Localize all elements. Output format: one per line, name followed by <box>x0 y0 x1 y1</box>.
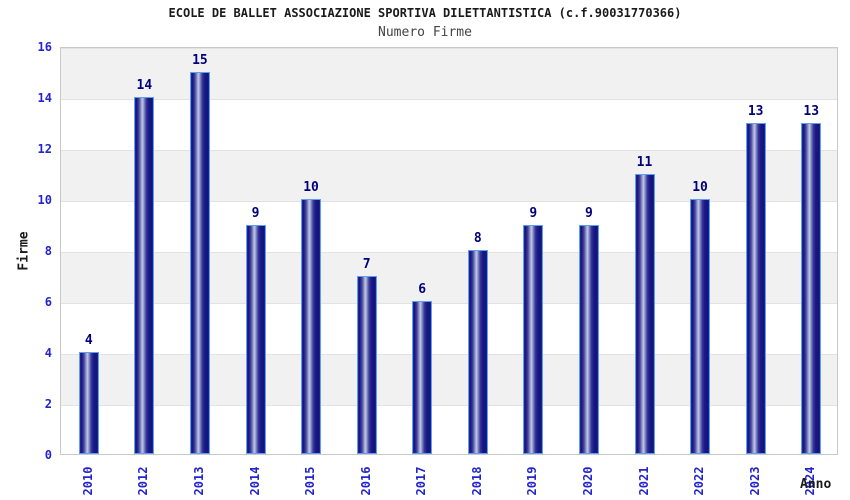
bar-2018 <box>467 250 488 454</box>
bar-value-label: 4 <box>84 333 93 348</box>
chart-subtitle: Numero Firme <box>378 25 472 40</box>
y-tick-label: 2 <box>44 397 52 411</box>
bar-2015 <box>301 199 322 454</box>
x-tick-label: 2012 <box>136 466 151 496</box>
bar-value-label: 9 <box>529 205 538 221</box>
bar-value-label: 15 <box>192 52 208 68</box>
bar-value-label: 10 <box>303 180 319 195</box>
x-tick-label: 2016 <box>358 466 373 496</box>
y-tick-label: 16 <box>37 40 52 54</box>
chart-title: ECOLE DE BALLET ASSOCIAZIONE SPORTIVA DI… <box>168 6 682 20</box>
bar-value-label: 6 <box>418 282 427 297</box>
x-tick-label: 2023 <box>747 466 762 496</box>
x-tick-label: 2020 <box>580 466 595 496</box>
bar-2022 <box>690 199 711 454</box>
bar-2023 <box>745 122 766 454</box>
bar-2013 <box>189 71 210 454</box>
y-tick-label: 8 <box>44 244 52 258</box>
bar-2010 <box>78 352 99 454</box>
x-tick-label: 2013 <box>191 466 206 496</box>
plot-area: 4 14 15 9 10 7 6 8 9 9 11 10 13 13 <box>60 47 838 455</box>
bar-2012 <box>134 97 155 454</box>
bar-value-label: 9 <box>251 205 260 221</box>
bar-2017 <box>412 301 433 454</box>
x-tick-label: 2017 <box>414 466 429 496</box>
x-tick-label: 2018 <box>469 466 484 496</box>
bar-value-label: 13 <box>747 103 764 119</box>
bar-2014 <box>245 224 266 454</box>
x-tick-label: 2010 <box>80 466 95 496</box>
x-tick-label: 2022 <box>692 466 707 496</box>
y-tick-label: 10 <box>37 193 52 207</box>
bar-2020 <box>578 224 599 454</box>
y-tick-label: 6 <box>44 295 52 309</box>
x-tick-label: 2019 <box>525 466 540 496</box>
bar-value-label: 14 <box>136 78 153 93</box>
bar-value-label: 8 <box>473 231 482 246</box>
x-tick-label: 2015 <box>303 466 318 496</box>
y-tick-label: 0 <box>44 448 52 462</box>
y-tick-label: 14 <box>37 91 52 105</box>
bar-2019 <box>523 224 544 454</box>
bar-value-label: 11 <box>636 154 653 170</box>
bar-value-label: 13 <box>803 103 820 119</box>
x-tick-label: 2021 <box>636 466 651 496</box>
y-tick-label: 12 <box>37 142 52 156</box>
y-tick-label: 4 <box>44 346 52 360</box>
bar-value-label: 10 <box>692 180 708 195</box>
x-tick-label: 2014 <box>247 466 262 496</box>
bar-2021 <box>634 173 655 454</box>
bar-value-label: 7 <box>362 256 371 272</box>
x-axis-title: Anno <box>800 477 832 492</box>
bars-layer: 4 14 15 9 10 7 6 8 9 9 11 10 13 13 <box>61 48 837 454</box>
bar-value-label: 9 <box>585 205 593 221</box>
bar-2024 <box>801 122 822 454</box>
bar-2016 <box>356 275 377 454</box>
